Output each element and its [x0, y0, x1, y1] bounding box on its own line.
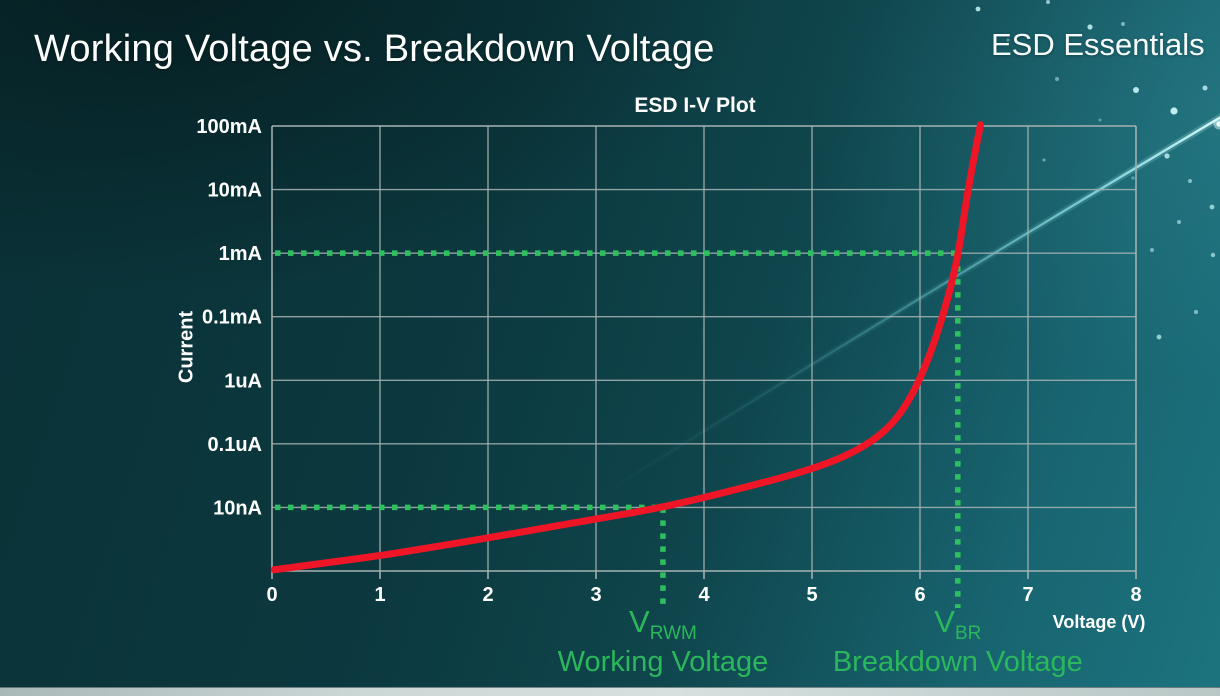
- swoosh-head: [1216, 121, 1220, 127]
- sparkle-dot: [1150, 248, 1154, 252]
- sparkle-dot: [1121, 22, 1125, 26]
- y-tick-label: 1uA: [224, 370, 262, 392]
- vbr-symbol: VBR: [934, 606, 981, 643]
- y-tick-label: 0.1mA: [202, 307, 262, 329]
- sparkle-dot: [1098, 118, 1102, 122]
- x-tick-label: 2: [482, 584, 493, 606]
- page-title: Working Voltage vs. Breakdown Voltage: [34, 28, 715, 70]
- sparkle-dot: [1209, 204, 1215, 210]
- x-tick-label: 0: [266, 584, 277, 606]
- x-tick-label: 7: [1022, 584, 1033, 606]
- sparkle-dot: [1087, 24, 1093, 30]
- bottom-progress-bar: [0, 687, 1220, 696]
- chart-title: ESD I-V Plot: [634, 94, 756, 117]
- sparkle-dot: [1156, 334, 1162, 340]
- y-tick-label: 100mA: [196, 116, 262, 138]
- x-tick-label: 6: [914, 584, 925, 606]
- y-tick-label: 10mA: [208, 180, 262, 202]
- sparkle-dot: [1164, 153, 1170, 159]
- sparkle-dot: [1188, 179, 1192, 183]
- sparkle-dot: [1055, 77, 1059, 81]
- y-tick-label: 0.1uA: [208, 434, 262, 456]
- x-tick-label: 1: [374, 584, 385, 606]
- sparkle-dot: [1194, 310, 1198, 314]
- sparkle-dot: [1210, 252, 1216, 258]
- breakdown-voltage-caption: Breakdown Voltage: [832, 646, 1083, 678]
- sparkle-dot: [1133, 87, 1139, 93]
- vrwm-symbol-letter: V: [629, 604, 650, 639]
- vrwm-symbol: VRWM: [629, 606, 697, 643]
- sparkle-dot: [1042, 158, 1046, 162]
- working-voltage-caption: Working Voltage: [557, 646, 769, 678]
- sparkle-dot: [1202, 85, 1208, 91]
- brand-title: ESD Essentials: [991, 27, 1205, 62]
- sparkle-dot: [1006, 38, 1010, 42]
- y-tick-label: 1mA: [219, 243, 262, 265]
- x-tick-label: 3: [590, 584, 601, 606]
- x-tick-label: 5: [806, 584, 817, 606]
- sparkle-dot: [1177, 220, 1181, 224]
- x-tick-label: 8: [1130, 584, 1141, 606]
- sparkle-dot: [1170, 107, 1178, 115]
- y-axis-title: Current: [175, 310, 198, 384]
- sparkle-dot: [975, 6, 981, 12]
- x-axis-title: Voltage (V): [1052, 612, 1146, 632]
- vbr-symbol-letter: V: [934, 604, 955, 639]
- vrwm-symbol-subscript: RWM: [649, 623, 697, 645]
- vbr-symbol-subscript: BR: [954, 623, 982, 645]
- sparkle-dot: [1131, 176, 1135, 180]
- iv-curve: [270, 121, 984, 574]
- sparkle-dot: [1046, 0, 1050, 4]
- x-tick-label: 4: [698, 584, 710, 606]
- y-tick-label: 10nA: [213, 497, 262, 519]
